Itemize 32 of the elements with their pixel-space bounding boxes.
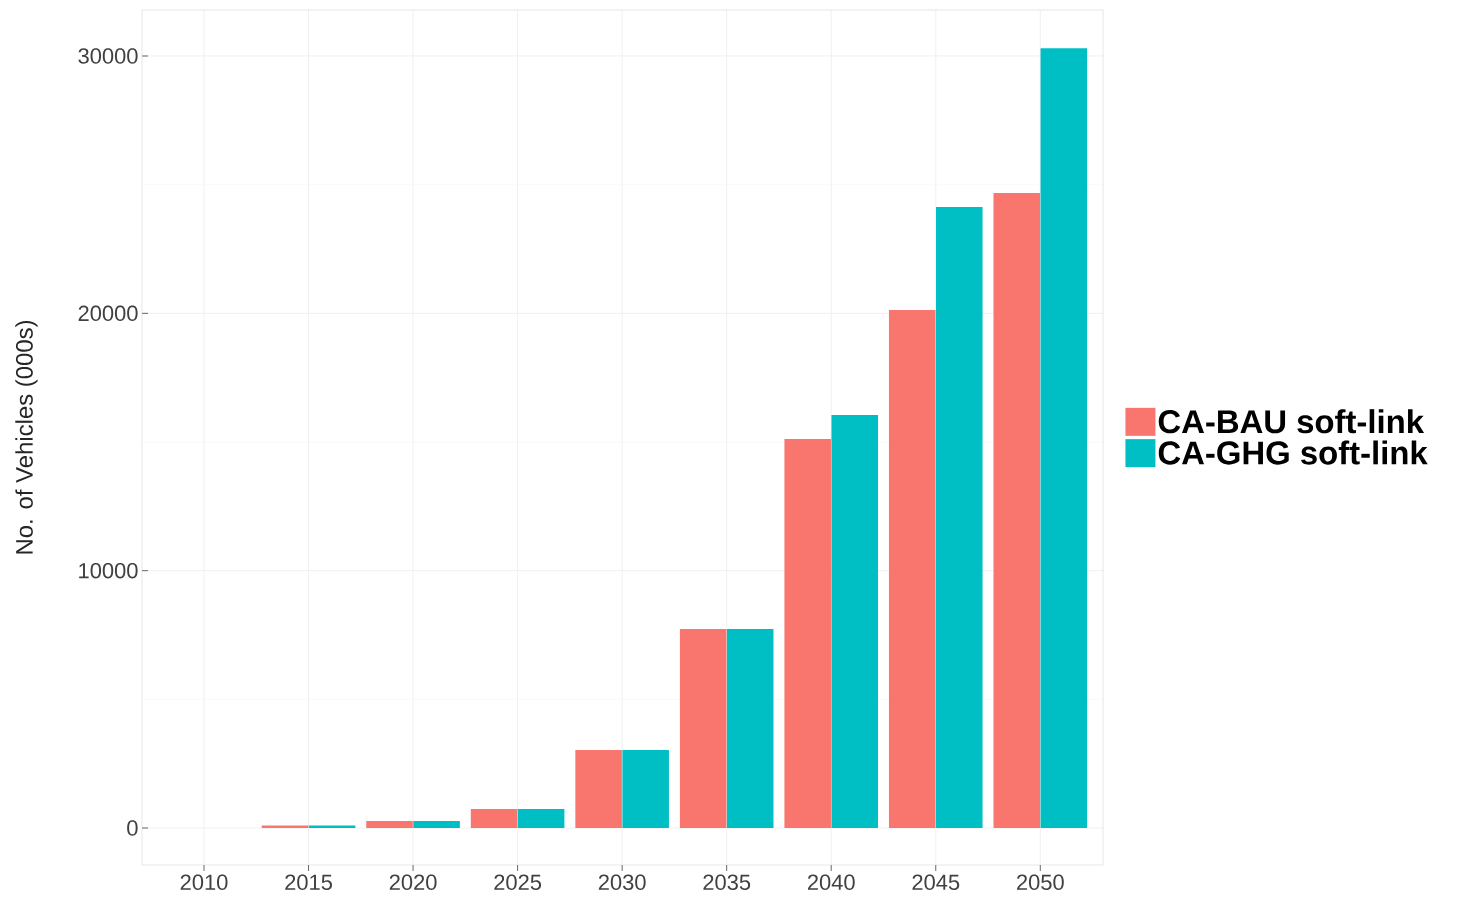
x-tick-label: 2020	[389, 874, 437, 891]
bar	[888, 309, 936, 828]
legend-label: CA-BAU soft-link	[1158, 409, 1425, 434]
bar	[936, 207, 983, 828]
y-tick-label: 0	[127, 820, 138, 836]
x-tick-label: 2030	[598, 874, 646, 891]
bar	[366, 821, 413, 828]
bar	[308, 825, 356, 828]
x-tick-label: 2025	[494, 874, 542, 891]
x-tick-label: 2015	[285, 874, 332, 891]
x-tick-label: 2010	[180, 874, 228, 891]
x-tick-label: 2035	[703, 874, 751, 891]
bar	[679, 629, 727, 828]
y-tick-label: 20000	[78, 305, 138, 322]
y-tick-label: 10000	[79, 562, 138, 579]
x-tick-label: 2045	[912, 874, 960, 891]
y-tick-label: 30000	[78, 48, 138, 64]
bar	[993, 192, 1041, 828]
bar	[261, 825, 309, 828]
bar	[1040, 48, 1088, 828]
bar	[784, 438, 831, 828]
bar	[575, 750, 622, 828]
bar	[726, 629, 774, 828]
legend-label: CA-GHG soft-link	[1158, 440, 1428, 465]
x-tick-label: 2050	[1017, 874, 1064, 891]
bar	[470, 808, 518, 828]
bar	[831, 414, 879, 828]
y-axis-title: No. of Vehicles (000s)	[15, 320, 38, 554]
bar	[622, 750, 669, 828]
bar	[517, 808, 565, 828]
bar	[413, 821, 460, 828]
x-tick-label: 2040	[807, 874, 855, 891]
